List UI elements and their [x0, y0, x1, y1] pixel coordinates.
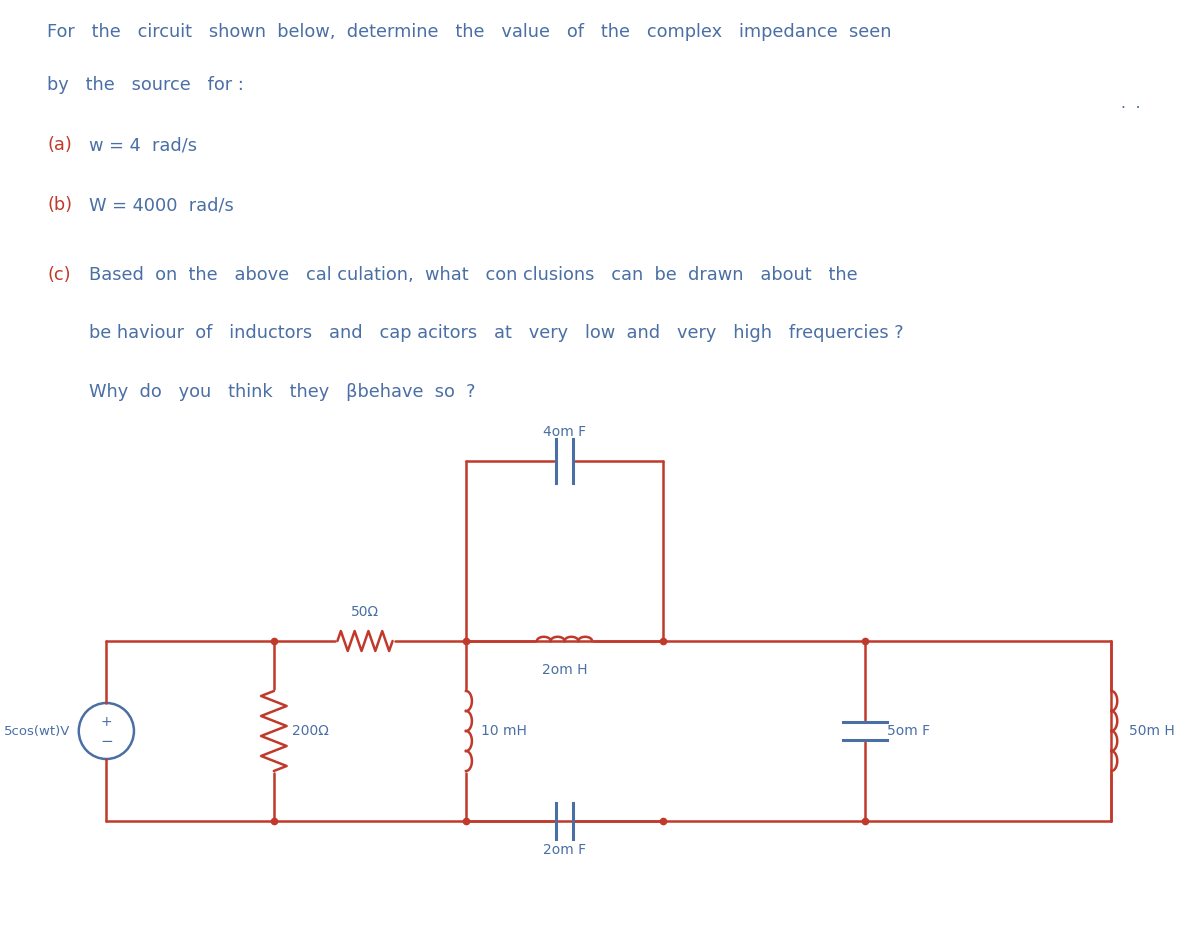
Text: 200Ω: 200Ω — [292, 724, 329, 738]
Text: Based  on  the   above   cal culation,  what   con clusions   can  be  drawn   a: Based on the above cal culation, what co… — [89, 266, 857, 284]
Text: 50Ω: 50Ω — [350, 605, 379, 619]
Text: 10 mH: 10 mH — [481, 724, 527, 738]
Text: For   the   circuit   shown  below,  determine   the   value   of   the   comple: For the circuit shown below, determine t… — [47, 23, 892, 41]
Text: 5cos(wt)V: 5cos(wt)V — [5, 725, 71, 737]
Text: Why  do   you   think   they   βbehave  so  ?: Why do you think they βbehave so ? — [89, 383, 475, 401]
Text: be haviour  of   inductors   and   cap acitors   at   very   low  and   very   h: be haviour of inductors and cap acitors … — [89, 324, 904, 342]
Text: 50m H: 50m H — [1129, 724, 1175, 738]
Text: .  .: . . — [1121, 96, 1141, 111]
Text: (c): (c) — [47, 266, 71, 284]
Text: (a): (a) — [47, 136, 72, 154]
Text: 5om F: 5om F — [887, 724, 930, 738]
Text: −: − — [100, 734, 113, 749]
Text: 4om F: 4om F — [542, 425, 586, 439]
Text: w = 4  rad/s: w = 4 rad/s — [89, 136, 197, 154]
Text: +: + — [101, 715, 112, 729]
Text: 2om H: 2om H — [541, 663, 587, 677]
Text: 2om F: 2om F — [542, 843, 586, 857]
Text: (b): (b) — [47, 196, 72, 214]
Text: W = 4000  rad/s: W = 4000 rad/s — [89, 196, 233, 214]
Text: by   the   source   for :: by the source for : — [47, 76, 244, 94]
